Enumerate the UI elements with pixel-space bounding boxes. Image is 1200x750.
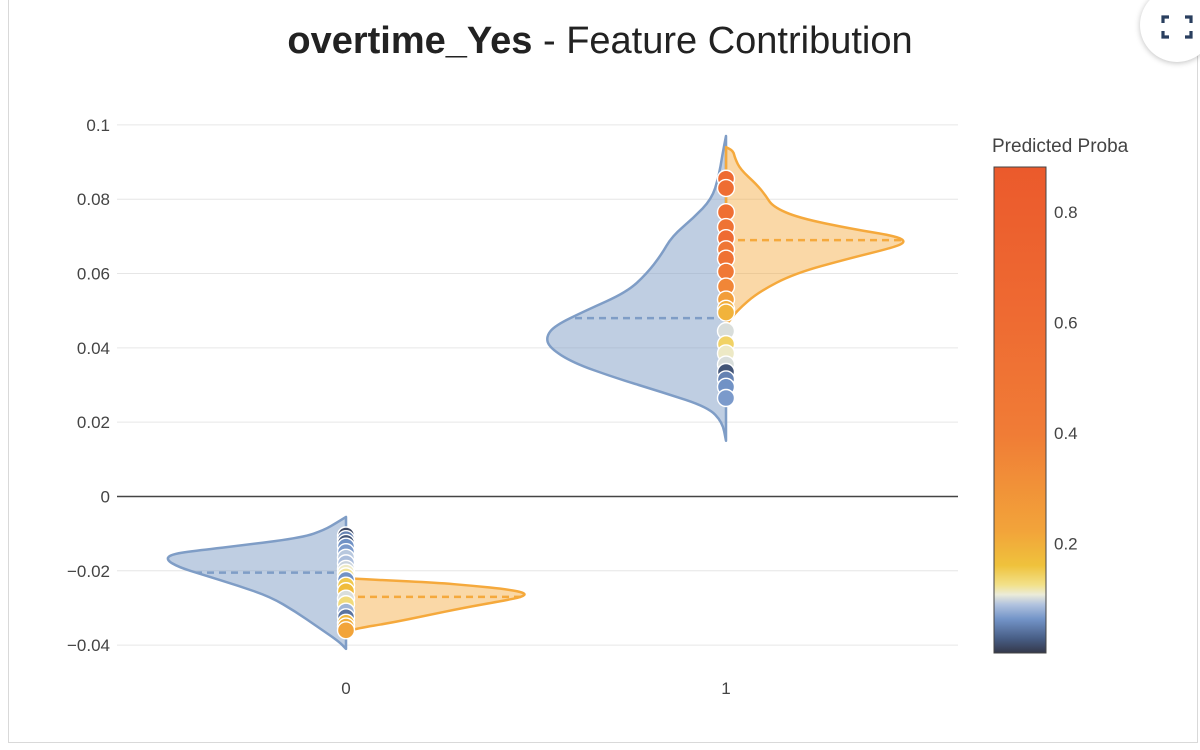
x-tick-label: 1 [721,679,730,698]
violin-half [546,134,728,442]
colorbar-tick-label: 0.4 [1054,424,1078,443]
chart-title-feature: overtime_Yes [287,20,533,62]
violin-half [344,576,526,634]
data-points [336,169,736,640]
y-tick-label: 0.06 [77,265,110,284]
expand-icon [1161,15,1193,39]
y-tick-label: 0 [101,487,110,506]
y-tick-label: 0.08 [77,190,110,209]
violins [166,134,905,651]
y-tick-label: 0.02 [77,413,110,432]
violin-half [724,145,905,327]
y-tick-label: 0.04 [77,339,110,358]
chart-title-suffix: - Feature Contribution [532,20,913,62]
data-point [716,303,736,322]
y-tick-label: −0.04 [67,636,110,655]
colorbar-title: Predicted Proba [992,136,1129,157]
data-point [336,621,356,640]
colorbar-tick-label: 0.8 [1054,203,1078,222]
colorbar-gradient [993,166,1047,654]
colorbar-tick-label: 0.2 [1054,535,1078,554]
x-tick-label: 0 [341,679,350,698]
colorbar-tick-label: 0.6 [1054,314,1078,333]
y-tick-label: −0.02 [67,562,110,581]
colorbar: Predicted Proba 0.8 0.6 0.4 0.2 [992,136,1129,654]
gridlines [117,124,958,646]
y-tick-label: 0.1 [86,116,110,135]
data-point [716,178,736,198]
violin-half [166,515,348,651]
chart-title: overtime_Yes - Feature Contribution [0,20,1200,63]
data-point [716,388,736,408]
y-axis-ticks: 0.1 0.08 0.06 0.04 0.02 0 −0.02 −0.04 [67,116,110,655]
expand-button[interactable] [1140,0,1200,62]
